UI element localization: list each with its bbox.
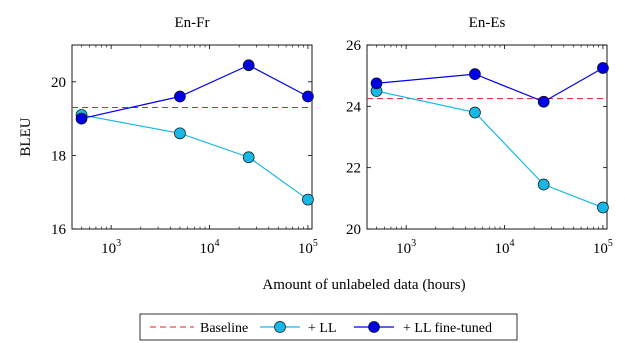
legend-box bbox=[139, 313, 518, 341]
y-tick-label: 18 bbox=[51, 148, 66, 164]
series-2-point bbox=[597, 62, 609, 74]
series-1-point bbox=[242, 151, 255, 164]
series-2-point bbox=[537, 95, 550, 108]
x-tick-label: 105 bbox=[593, 238, 613, 257]
series-line-2 bbox=[81, 64, 309, 120]
series-2-point bbox=[242, 59, 255, 72]
plot-frame bbox=[71, 44, 313, 230]
y-tick-label: 24 bbox=[346, 99, 362, 115]
x-tick-label: 103 bbox=[101, 238, 121, 257]
y-tick-label: 20 bbox=[346, 222, 361, 238]
chart-panel-2: En-Es 20 22 24 26 103 104 105 bbox=[346, 15, 613, 257]
legend: Baseline + LL + LL fine-tuned bbox=[139, 313, 518, 341]
series-2-point bbox=[302, 90, 314, 103]
y-axis-label: BLEU bbox=[18, 117, 34, 156]
series-1-point bbox=[537, 178, 550, 191]
series-line-1 bbox=[376, 90, 604, 209]
legend-marker bbox=[368, 321, 380, 333]
series-2-point bbox=[370, 77, 383, 90]
x-tick-label: 104 bbox=[495, 238, 515, 257]
series-1-point bbox=[174, 127, 186, 140]
legend-label: + LL fine-tuned bbox=[403, 321, 492, 336]
series-2-point bbox=[75, 112, 88, 125]
series-2-point bbox=[469, 68, 481, 80]
y-tick-label: 22 bbox=[346, 161, 361, 177]
chart-panels: En-Fr BLEU 16 18 20 103 104 105 En-Es 20 22 24 26 103… bbox=[18, 15, 613, 257]
shared-x-axis-label: Amount of unlabeled data (hours) bbox=[262, 277, 465, 293]
series-line-1 bbox=[81, 114, 309, 201]
series-1-point bbox=[302, 193, 314, 206]
y-tick-label: 20 bbox=[51, 75, 66, 91]
series-line-2 bbox=[376, 67, 604, 103]
legend-label: Baseline bbox=[200, 321, 248, 336]
legend-label: + LL bbox=[308, 321, 337, 336]
legend-marker bbox=[274, 321, 286, 333]
legend-entry: + LL bbox=[260, 321, 337, 336]
plot-frame bbox=[366, 44, 608, 230]
legend-entry: + LL fine-tuned bbox=[354, 321, 492, 336]
chart-title: En-Fr bbox=[175, 15, 210, 31]
y-tick-label: 16 bbox=[51, 222, 67, 238]
y-tick-label: 26 bbox=[346, 38, 362, 54]
series-2-point bbox=[174, 90, 186, 103]
legend-entry: Baseline bbox=[150, 321, 248, 336]
x-tick-label: 105 bbox=[298, 238, 318, 257]
chart-panel-1: En-Fr BLEU 16 18 20 103 104 105 bbox=[18, 15, 318, 257]
x-tick-label: 103 bbox=[396, 238, 416, 257]
chart-title: En-Es bbox=[469, 15, 506, 31]
series-1-point bbox=[597, 201, 609, 214]
series-1-point bbox=[469, 106, 481, 119]
x-tick-label: 104 bbox=[200, 238, 220, 257]
